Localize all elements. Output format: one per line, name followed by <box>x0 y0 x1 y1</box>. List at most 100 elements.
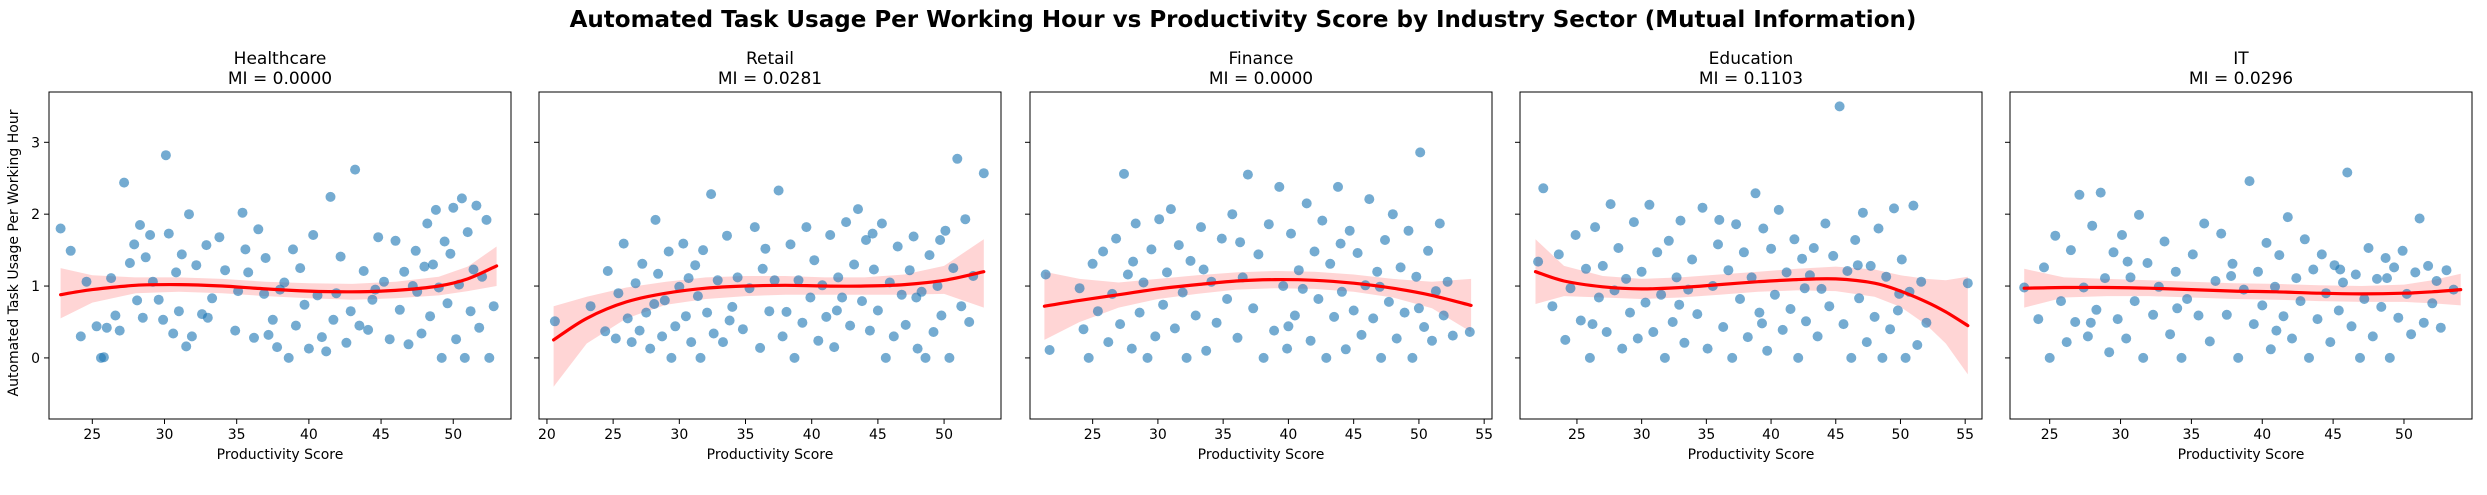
panel-title: Education <box>1709 49 1794 69</box>
scatter-point <box>813 335 824 346</box>
scatter-point <box>1742 332 1753 343</box>
scatter-point <box>1850 235 1861 245</box>
scatter-point <box>920 352 931 363</box>
scatter-point <box>114 325 125 336</box>
trend-line <box>552 270 986 342</box>
scatter-point <box>1344 225 1355 236</box>
x-tick-label: 50 <box>2395 427 2413 443</box>
scatter-point <box>1211 317 1222 328</box>
scatter-point <box>220 265 231 276</box>
x-tick-label: 25 <box>1084 427 1102 443</box>
scatter-point <box>145 230 156 240</box>
scatter-point <box>75 331 86 342</box>
trend-line <box>2022 285 2463 296</box>
scatter-points <box>549 153 989 363</box>
scatter-point <box>1799 283 1810 294</box>
scatter-point <box>861 235 871 245</box>
scatter-point <box>2316 249 2327 260</box>
panel-title: Finance <box>1228 49 1293 69</box>
scatter-point <box>416 328 427 339</box>
scatter-point <box>1636 266 1647 277</box>
scatter-point <box>1801 316 1811 327</box>
scatter-point <box>2176 352 2187 363</box>
scatter-point <box>2216 228 2227 239</box>
x-tick-label: 50 <box>1410 427 1428 443</box>
scatter-point <box>1415 147 1426 158</box>
scatter-point <box>1593 292 1604 303</box>
scatter-point <box>1146 244 1157 255</box>
scatter-point <box>168 328 179 339</box>
scatter-point <box>101 322 112 333</box>
scatter-point <box>1781 267 1792 278</box>
scatter-point <box>549 316 560 327</box>
scatter-point <box>1158 299 1169 310</box>
x-tick-label: 25 <box>2041 427 2059 443</box>
scatter-point <box>793 275 804 286</box>
scatter-point <box>2367 331 2378 342</box>
scatter-point <box>1040 269 1051 280</box>
scatter-point <box>2070 317 2081 327</box>
scatter-point <box>1162 267 1172 278</box>
scatter-point <box>2122 256 2133 267</box>
scatter-point <box>777 331 788 342</box>
scatter-point <box>321 346 332 357</box>
scatter-point <box>2153 281 2164 292</box>
scatter-point <box>690 260 701 271</box>
scatter-point <box>2304 352 2314 363</box>
scatter-point <box>1092 306 1103 317</box>
scatter-point <box>253 224 264 235</box>
scatter-point <box>1632 333 1643 344</box>
x-tick-label: 45 <box>2324 427 2342 443</box>
scatter-point <box>1438 310 1449 321</box>
scatter-point <box>864 325 875 336</box>
scatter-point <box>350 164 361 175</box>
trend-line <box>59 264 499 297</box>
scatter-point <box>1962 278 1973 289</box>
scatter-point <box>456 193 467 204</box>
scatter-point <box>2121 333 2132 344</box>
scatter-point <box>622 313 633 324</box>
scatter-point <box>1317 215 1328 226</box>
scatter-point <box>1718 322 1729 332</box>
scatter-point <box>1621 273 1632 284</box>
scatter-point <box>370 284 381 295</box>
scatter-point <box>1852 260 1863 271</box>
scatter-point <box>718 337 728 348</box>
scatter-point <box>430 204 441 215</box>
scatter-point <box>2423 260 2434 271</box>
scatter-point <box>1122 269 1133 280</box>
scatter-point <box>1873 223 1884 234</box>
scatter-point <box>1828 250 1839 261</box>
scatter-point <box>1103 337 1114 348</box>
scatter-point <box>1154 214 1165 225</box>
scatter-point <box>137 312 148 323</box>
scatter-point <box>384 334 395 345</box>
scatter-point <box>2238 284 2249 295</box>
scatter-point <box>2129 296 2140 307</box>
confidence-band <box>60 246 497 319</box>
scatter-point <box>1419 322 1430 332</box>
scatter-point <box>1305 335 1316 346</box>
scatter-point <box>1702 343 1713 354</box>
scatter-point <box>880 352 891 363</box>
scatter-point <box>135 220 145 230</box>
scatter-point <box>468 264 479 275</box>
scatter-point <box>1727 352 1738 363</box>
plot-frame <box>538 91 1002 420</box>
scatter-point <box>2350 269 2361 280</box>
scatter-point <box>2441 265 2452 276</box>
scatter-point <box>1908 200 1919 211</box>
scatter-point <box>1777 324 1788 335</box>
scatter-point <box>892 241 903 252</box>
scatter-point <box>1242 169 1253 180</box>
scatter-point <box>399 266 410 277</box>
scatter-point <box>2044 352 2055 363</box>
scatter-point <box>2082 331 2093 342</box>
scatter-point <box>263 329 274 340</box>
scatter-point <box>119 177 130 188</box>
scatter-point <box>202 312 213 323</box>
scatter-point <box>2112 314 2123 325</box>
scatter-point <box>2061 337 2072 348</box>
scatter-point <box>328 314 339 325</box>
